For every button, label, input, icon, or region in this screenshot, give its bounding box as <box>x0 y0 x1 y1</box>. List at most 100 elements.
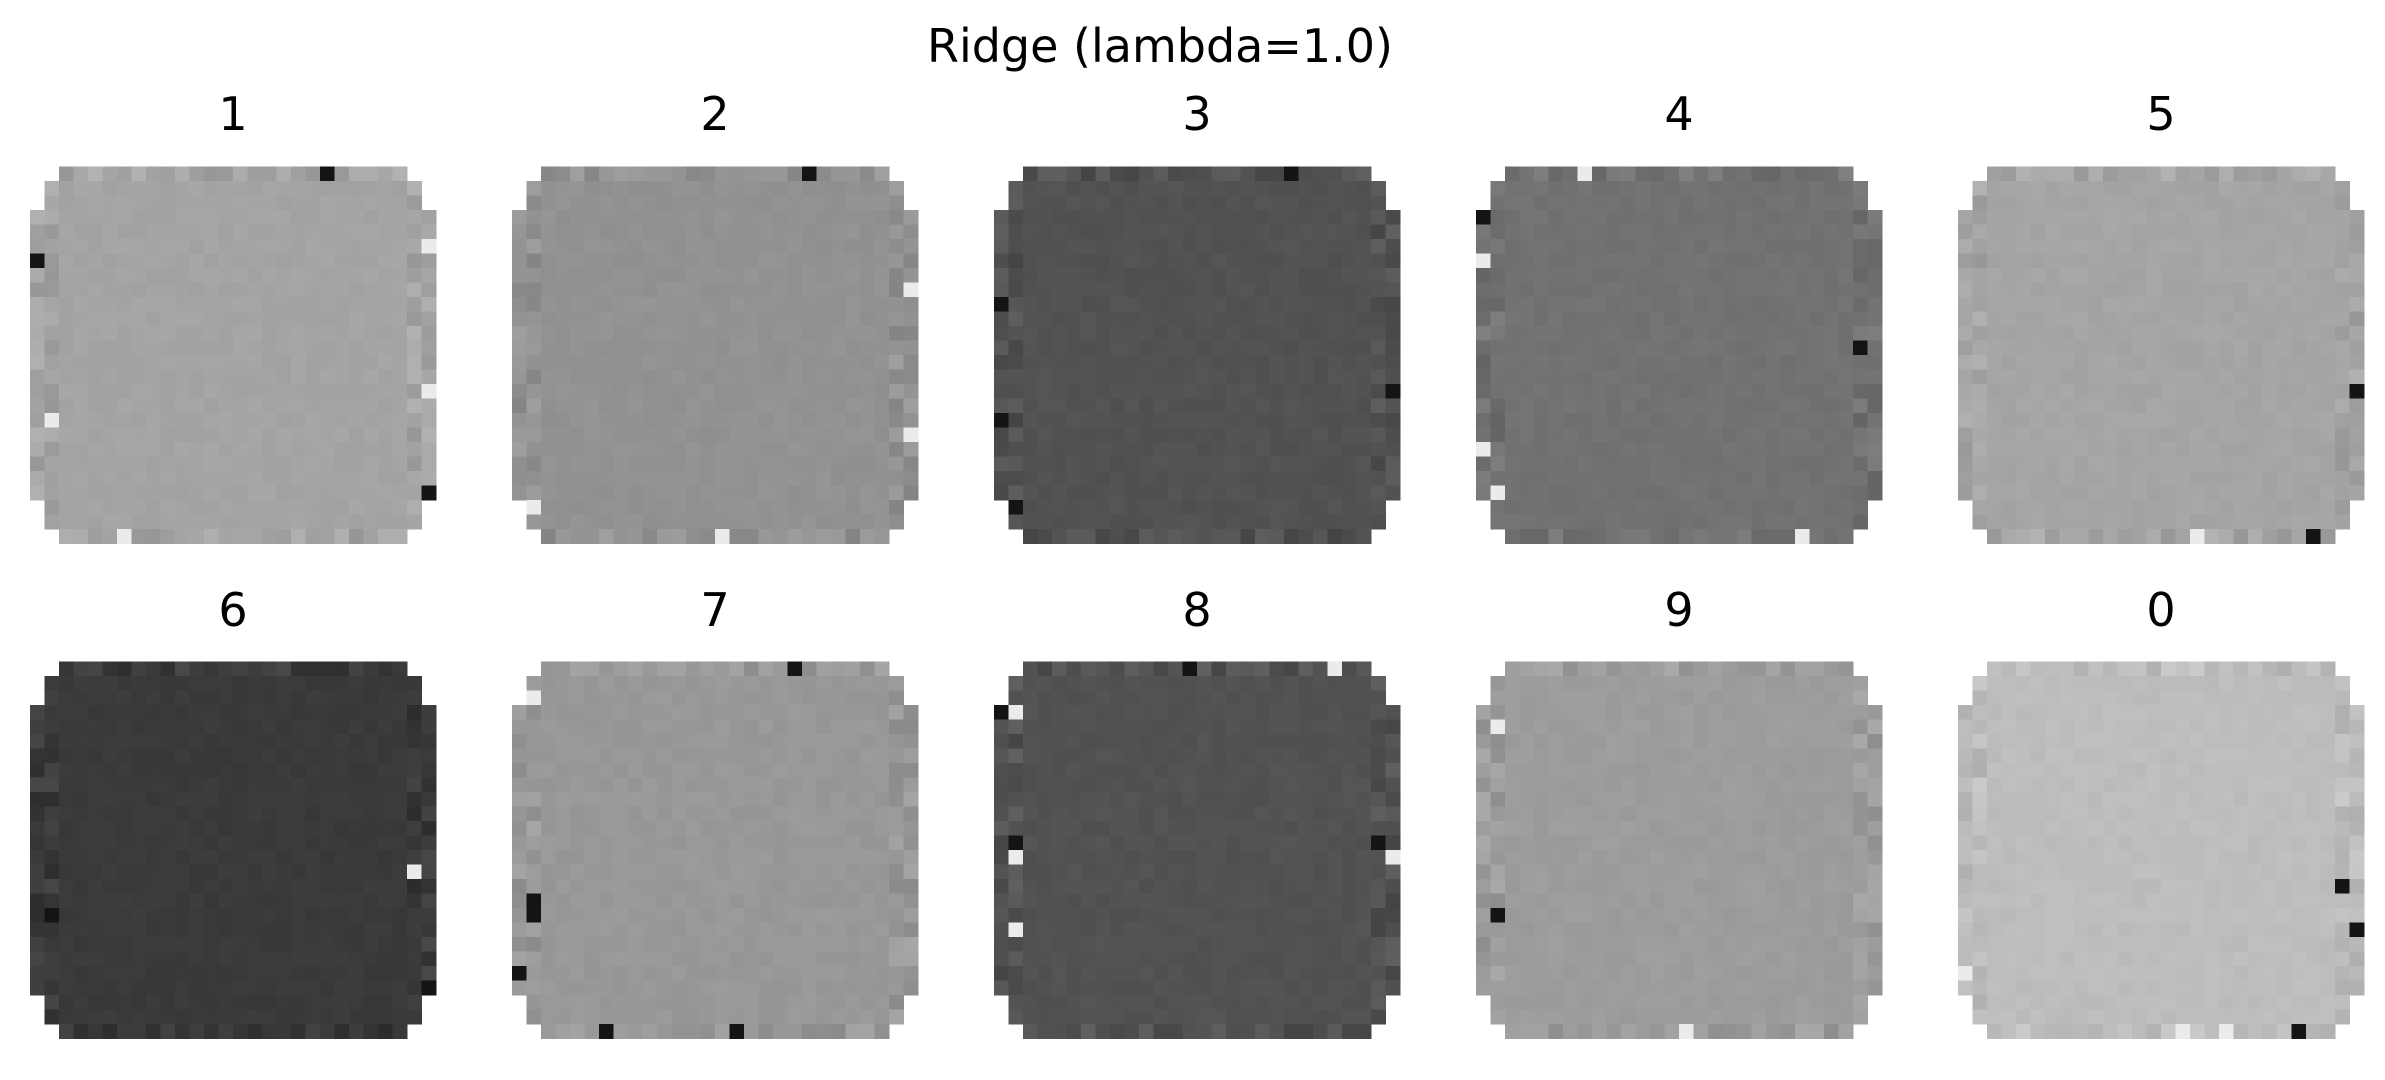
pixel <box>1635 195 1651 211</box>
pixel <box>1606 456 1622 472</box>
pixel <box>1751 166 1767 182</box>
pixel <box>320 850 336 866</box>
pixel <box>2349 413 2365 429</box>
pixel <box>1592 456 1608 472</box>
pixel <box>903 485 919 501</box>
pixel <box>889 922 905 938</box>
pixel <box>744 676 760 692</box>
pixel <box>59 500 75 516</box>
pixel <box>1780 297 1796 313</box>
pixel <box>2074 268 2090 284</box>
pixel <box>816 864 832 880</box>
pixel <box>1867 471 1883 487</box>
pixel <box>700 951 716 967</box>
pixel <box>175 966 191 982</box>
pixel <box>1182 427 1198 443</box>
pixel <box>2059 471 2075 487</box>
pixel <box>1722 326 1738 342</box>
pixel <box>1066 514 1082 530</box>
pixel <box>994 340 1010 356</box>
pixel <box>700 690 716 706</box>
pixel <box>1327 384 1343 400</box>
pixel <box>1476 427 1492 443</box>
pixel <box>2204 181 2220 197</box>
pixel <box>305 181 321 197</box>
pixel <box>2277 514 2293 530</box>
pixel <box>2146 340 2162 356</box>
pixel <box>320 879 336 895</box>
pixel <box>1795 471 1811 487</box>
pixel <box>512 763 528 779</box>
pixel <box>378 879 394 895</box>
pixel <box>671 806 687 822</box>
pixel <box>204 326 220 342</box>
pixel <box>262 719 278 735</box>
pixel <box>73 835 89 851</box>
pixel <box>1606 442 1622 458</box>
pixel <box>233 922 249 938</box>
pixel <box>320 297 336 313</box>
pixel <box>2132 384 2148 400</box>
pixel <box>363 734 379 750</box>
pixel <box>1168 355 1184 371</box>
pixel <box>889 879 905 895</box>
pixel <box>276 995 292 1011</box>
pixel <box>1606 195 1622 211</box>
pixel <box>1650 326 1666 342</box>
pixel <box>1795 268 1811 284</box>
pixel <box>1606 398 1622 414</box>
pixel <box>262 239 278 255</box>
pixel <box>291 384 307 400</box>
pixel <box>1708 195 1724 211</box>
pixel <box>758 676 774 692</box>
pixel <box>671 181 687 197</box>
pixel <box>903 442 919 458</box>
pixel <box>363 369 379 385</box>
pixel <box>816 326 832 342</box>
pixel <box>334 893 350 909</box>
pixel <box>1313 224 1329 240</box>
pixel <box>599 995 615 1011</box>
pixel <box>2146 195 2162 211</box>
pixel <box>584 951 600 967</box>
pixel <box>2045 384 2061 400</box>
pixel <box>2291 297 2307 313</box>
pixel <box>204 340 220 356</box>
pixel <box>363 661 379 677</box>
pixel <box>305 485 321 501</box>
pixel <box>2045 355 2061 371</box>
pixel <box>1650 413 1666 429</box>
pixel <box>160 398 176 414</box>
pixel <box>700 297 716 313</box>
pixel <box>2320 181 2336 197</box>
pixel <box>599 297 615 313</box>
pixel <box>1490 181 1506 197</box>
pixel <box>2349 340 2365 356</box>
pixel <box>131 311 147 327</box>
pixel <box>378 239 394 255</box>
pixel <box>2335 384 2351 400</box>
pixel <box>700 166 716 182</box>
pixel <box>2059 529 2075 545</box>
pixel <box>131 398 147 414</box>
pixel <box>787 442 803 458</box>
pixel <box>1987 311 2003 327</box>
pixel <box>88 529 104 545</box>
pixel <box>1780 166 1796 182</box>
pixel <box>2074 529 2090 545</box>
pixel <box>1385 253 1401 269</box>
pixel <box>189 340 205 356</box>
pixel <box>392 966 408 982</box>
pixel <box>541 705 557 721</box>
pixel <box>392 471 408 487</box>
pixel <box>1519 224 1535 240</box>
pixel <box>1548 514 1564 530</box>
pixel <box>1052 384 1068 400</box>
pixel <box>2016 311 2032 327</box>
pixel <box>218 398 234 414</box>
pixel <box>1679 282 1695 298</box>
pixel <box>628 748 644 764</box>
pixel <box>700 995 716 1011</box>
pixel <box>889 442 905 458</box>
pixel <box>1958 268 1974 284</box>
